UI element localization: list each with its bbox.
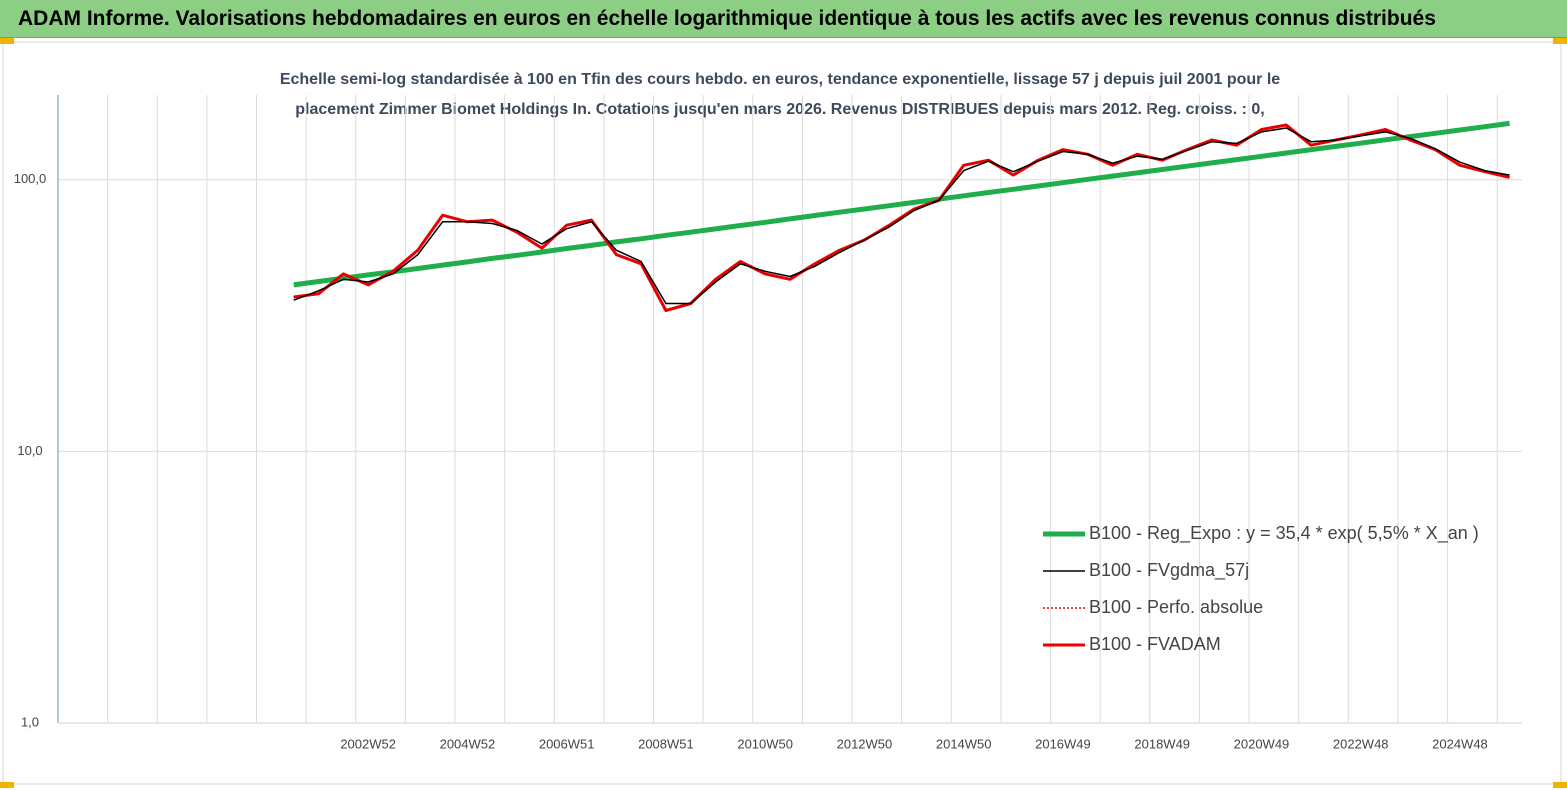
x-tick-label: 2010W50 xyxy=(737,736,793,751)
corner xyxy=(1553,782,1567,788)
x-tick-label: 2014W50 xyxy=(936,736,992,751)
chart-subtitle: placement Zimmer Biomet Holdings In. Cot… xyxy=(295,101,1264,118)
corner xyxy=(0,782,14,788)
x-tick-label: 2016W49 xyxy=(1035,736,1091,751)
x-tick-label: 2012W50 xyxy=(837,736,893,751)
legend-label: B100 - FVADAM xyxy=(1089,634,1221,654)
series-line xyxy=(293,127,1510,305)
legend-label: B100 - Perfo. absolue xyxy=(1089,597,1263,617)
y-tick-label: 10,0 xyxy=(17,443,42,458)
chart-frame xyxy=(2,41,1562,785)
corner xyxy=(0,38,14,44)
legend-label: B100 - FVgdma_57j xyxy=(1089,560,1249,581)
x-tick-label: 2002W52 xyxy=(340,736,396,751)
legend-label: B100 - Reg_Expo : y = 35,4 * exp( 5,5% *… xyxy=(1089,523,1479,544)
series-line xyxy=(293,120,1510,288)
x-tick-label: 2006W51 xyxy=(539,736,595,751)
chart: Echelle semi-log standardisée à 100 en T… xyxy=(0,38,1567,788)
x-tick-label: 2008W51 xyxy=(638,736,694,751)
chart-subtitle: Echelle semi-log standardisée à 100 en T… xyxy=(280,71,1280,88)
x-tick-label: 2024W48 xyxy=(1432,736,1488,751)
series-line xyxy=(293,124,1510,312)
y-tick-label: 1,0 xyxy=(21,714,39,729)
x-tick-label: 2018W49 xyxy=(1134,736,1190,751)
y-tick-label: 100,0 xyxy=(14,171,47,186)
corner xyxy=(1553,38,1567,44)
x-tick-label: 2022W48 xyxy=(1333,736,1389,751)
x-tick-label: 2020W49 xyxy=(1234,736,1290,751)
x-tick-label: 2004W52 xyxy=(440,736,496,751)
header-title: ADAM Informe. Valorisations hebdomadaire… xyxy=(0,0,1567,38)
